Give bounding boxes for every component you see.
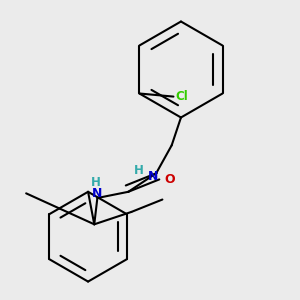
Text: H: H	[134, 164, 144, 177]
Text: Cl: Cl	[175, 90, 188, 103]
Text: H: H	[91, 176, 101, 189]
Text: O: O	[165, 173, 176, 186]
Text: N: N	[148, 170, 158, 183]
Text: N: N	[92, 187, 103, 200]
